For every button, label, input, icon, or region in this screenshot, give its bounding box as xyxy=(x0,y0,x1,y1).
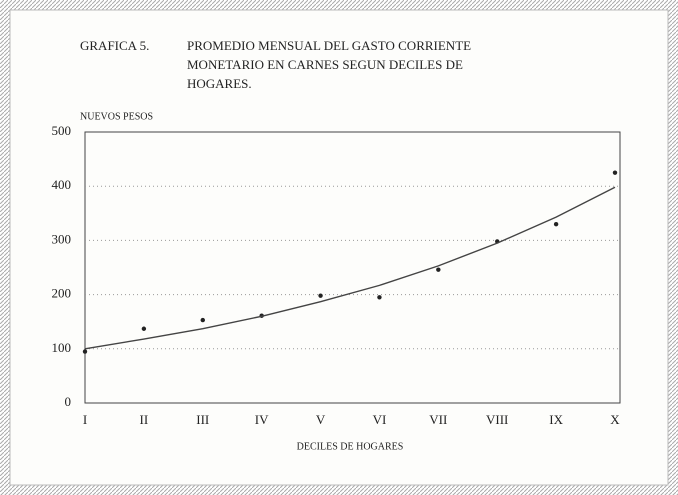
x-tick-label: III xyxy=(196,412,209,427)
data-point xyxy=(612,170,618,175)
x-tick-label: IV xyxy=(255,412,269,427)
y-tick-label: 500 xyxy=(52,123,72,138)
x-tick-label: II xyxy=(140,412,149,427)
data-point xyxy=(82,349,88,354)
y-tick-label: 400 xyxy=(52,177,72,192)
data-point xyxy=(141,326,147,331)
panel xyxy=(9,9,669,486)
x-tick-label: VIII xyxy=(486,412,508,427)
x-tick-label: I xyxy=(83,412,87,427)
title-line: HOGARES. xyxy=(187,76,252,91)
data-point xyxy=(553,221,559,227)
data-point xyxy=(318,293,323,298)
title-line: MONETARIO EN CARNES SEGUN DECILES DE xyxy=(187,57,463,72)
x-tick-label: VII xyxy=(429,412,447,427)
y-tick-label: 0 xyxy=(65,394,72,409)
x-axis-label: DECILES DE HOGARES xyxy=(297,441,404,452)
y-tick-label: 100 xyxy=(52,340,72,355)
y-tick-label: 300 xyxy=(52,231,72,246)
x-tick-label: IX xyxy=(549,412,563,427)
title-line: PROMEDIO MENSUAL DEL GASTO CORRIENTE xyxy=(187,38,471,53)
figure-label: GRAFICA 5. xyxy=(80,38,149,53)
data-point xyxy=(377,295,382,300)
data-point xyxy=(200,317,205,323)
data-point xyxy=(436,267,441,272)
y-axis-label: NUEVOS PESOS xyxy=(80,111,153,122)
x-tick-label: V xyxy=(316,412,326,427)
trend-line xyxy=(84,186,616,350)
x-tick-label: X xyxy=(610,412,620,427)
y-tick-label: 200 xyxy=(52,286,72,301)
x-tick-label: VI xyxy=(373,412,387,427)
plot-box xyxy=(84,131,621,404)
